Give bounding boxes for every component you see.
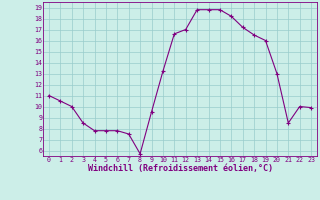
X-axis label: Windchill (Refroidissement éolien,°C): Windchill (Refroidissement éolien,°C) — [87, 164, 273, 173]
